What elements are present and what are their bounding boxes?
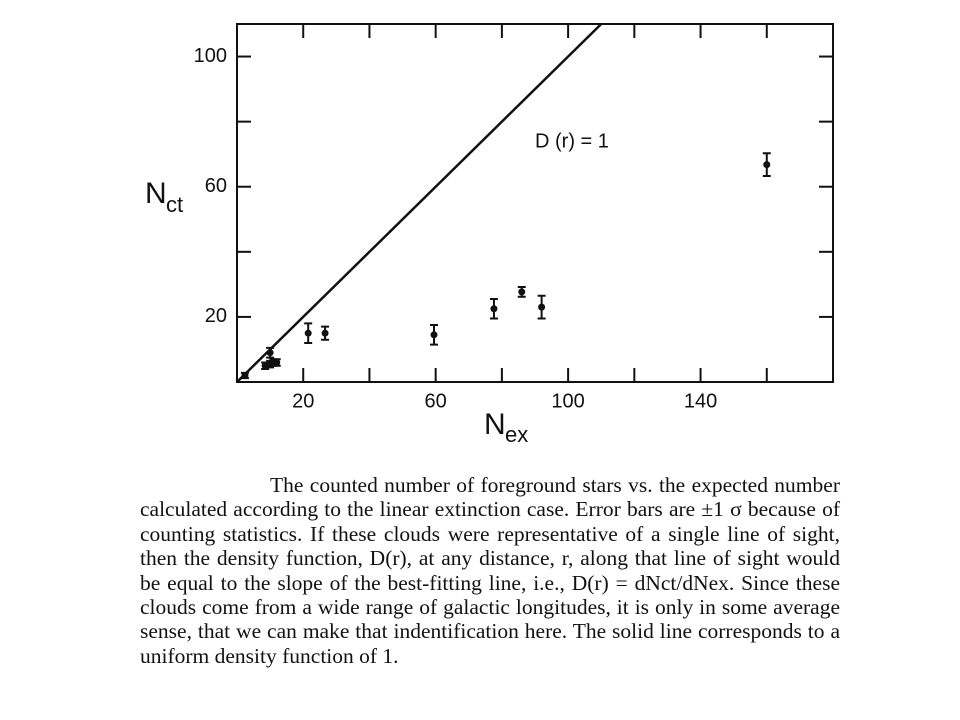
- data-point: [266, 349, 274, 357]
- data-point: [321, 329, 329, 337]
- x-label-main: N: [484, 408, 506, 441]
- data-point: [763, 161, 771, 169]
- x-tick-label: 20: [292, 390, 314, 412]
- y-tick-label: 60: [205, 175, 227, 197]
- caption: The counted number of foreground stars v…: [140, 473, 840, 668]
- data-point: [273, 358, 281, 366]
- y-label-main: N: [145, 177, 167, 210]
- data-point: [304, 329, 312, 337]
- chart: N ct N ex D (r) = 1 20 60 100 140 20 60 100: [145, 23, 834, 447]
- reference-line: [236, 23, 603, 383]
- y-tick-label: 100: [194, 45, 227, 67]
- x-tick-label: 60: [425, 390, 447, 412]
- y-tick-label: 20: [205, 305, 227, 327]
- plot-frame: [236, 23, 834, 383]
- data-point: [538, 303, 546, 311]
- data-point: [490, 305, 498, 313]
- data-point: [430, 331, 438, 339]
- x-tick-label: 100: [551, 390, 584, 412]
- y-label-sub: ct: [166, 192, 183, 217]
- data-point: [241, 371, 249, 379]
- data-point: [518, 288, 526, 296]
- x-tick-label: 140: [684, 390, 717, 412]
- annotation: D (r) = 1: [535, 130, 609, 152]
- x-label-sub: ex: [505, 422, 528, 447]
